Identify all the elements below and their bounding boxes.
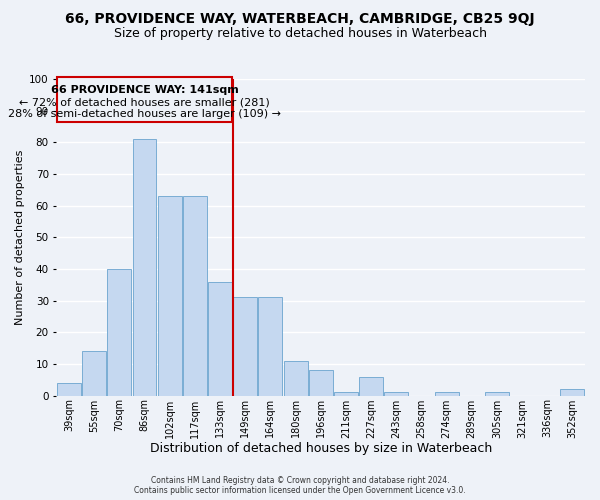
- Y-axis label: Number of detached properties: Number of detached properties: [15, 150, 25, 325]
- Text: 66 PROVIDENCE WAY: 141sqm: 66 PROVIDENCE WAY: 141sqm: [50, 86, 238, 96]
- Bar: [309, 370, 332, 396]
- Bar: [359, 376, 383, 396]
- Bar: [259, 298, 283, 396]
- Bar: [485, 392, 509, 396]
- Text: ← 72% of detached houses are smaller (281): ← 72% of detached houses are smaller (28…: [19, 98, 270, 108]
- Bar: [434, 392, 458, 396]
- Bar: [560, 389, 584, 396]
- Text: Size of property relative to detached houses in Waterbeach: Size of property relative to detached ho…: [113, 28, 487, 40]
- Bar: [107, 269, 131, 396]
- Bar: [57, 78, 232, 122]
- Text: Contains public sector information licensed under the Open Government Licence v3: Contains public sector information licen…: [134, 486, 466, 495]
- Text: 28% of semi-detached houses are larger (109) →: 28% of semi-detached houses are larger (…: [8, 109, 281, 119]
- Bar: [82, 351, 106, 396]
- Bar: [57, 383, 81, 396]
- X-axis label: Distribution of detached houses by size in Waterbeach: Distribution of detached houses by size …: [149, 442, 492, 455]
- Bar: [158, 196, 182, 396]
- Bar: [334, 392, 358, 396]
- Text: 66, PROVIDENCE WAY, WATERBEACH, CAMBRIDGE, CB25 9QJ: 66, PROVIDENCE WAY, WATERBEACH, CAMBRIDG…: [65, 12, 535, 26]
- Bar: [284, 360, 308, 396]
- Bar: [384, 392, 408, 396]
- Text: Contains HM Land Registry data © Crown copyright and database right 2024.: Contains HM Land Registry data © Crown c…: [151, 476, 449, 485]
- Bar: [233, 298, 257, 396]
- Bar: [183, 196, 207, 396]
- Bar: [208, 282, 232, 396]
- Bar: [133, 139, 157, 396]
